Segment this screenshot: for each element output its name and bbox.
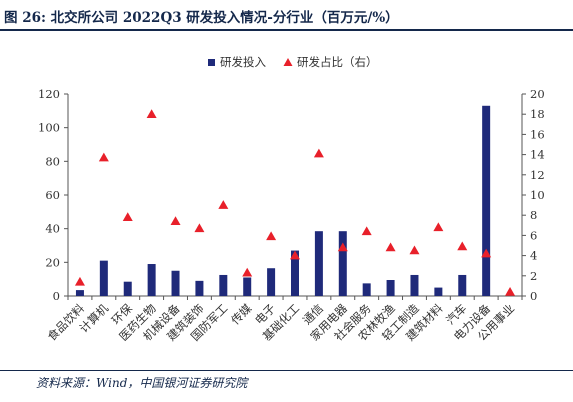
legend-marker-label: 研发占比（右） [297,55,378,69]
right-tick-label: 14 [530,148,545,162]
ratio-marker [433,222,444,232]
ratio-marker [98,152,109,162]
right-tick-label: 4 [530,249,537,263]
left-tick-label: 40 [45,222,60,236]
left-tick-label: 20 [45,255,60,269]
ratio-marker [242,267,253,277]
ratio-marker [313,148,324,158]
right-tick-label: 0 [530,289,537,303]
ratio-marker [385,242,396,252]
ratio-marker [146,109,157,118]
ratio-marker [266,231,277,241]
ratio-marker [505,286,516,296]
bar [123,281,132,296]
rd-chart: 研发投入 研发占比（右） 0 20 40 60 80 100 120 0 2 4 6 8 10 12 14 1… [38,55,545,344]
right-tick-label: 12 [530,168,545,182]
right-tick-label: 2 [530,269,537,283]
bar [267,268,276,296]
ratio-marker [218,200,229,209]
legend-bar-swatch [208,59,215,66]
bar [291,250,299,296]
bar [362,283,371,296]
bar [482,105,491,297]
bar [195,280,204,296]
right-tick-label: 20 [530,87,545,101]
ratio-marker [170,216,181,226]
chart-title: 图 26: 北交所公司 2022Q3 研发投入情况-分行业（百万元/%） [4,10,399,26]
bar [243,277,252,296]
ratio-marker [337,242,348,252]
markers [74,109,516,296]
left-tick-label: 120 [38,87,60,101]
axes: 0 20 40 60 80 100 120 0 2 4 6 8 10 12 14 16 18 20 [38,87,545,303]
right-tick-label: 10 [530,188,545,202]
left-tick-label: 0 [53,289,60,303]
x-tick-label: 传媒 [228,301,255,328]
footer-divider [0,370,573,371]
bar [410,274,419,296]
ratio-marker [457,241,468,251]
left-tick-label: 60 [45,188,60,202]
bar [386,280,395,296]
ratio-marker [290,250,300,260]
bar [434,287,443,296]
bars [75,105,491,297]
ratio-marker [409,245,420,255]
legend-marker-swatch [283,58,293,66]
bar [171,270,180,296]
ratio-marker [74,276,85,286]
bar [99,260,108,296]
bar [458,274,467,296]
ratio-marker [194,223,205,233]
bar [147,264,156,296]
title-divider [0,29,573,31]
x-tick-labels: 食品饮料计算机环保医药生物机械设备建筑装饰国防军工传媒电子基础化工通信家用电器社… [45,301,518,344]
legend-bar-label: 研发投入 [220,55,266,69]
right-tick-label: 16 [530,127,545,141]
right-tick-label: 18 [530,107,545,121]
bar [314,231,323,296]
bar [338,231,347,296]
bar [75,290,84,296]
source-note: 资料来源：Wind，中国银河证券研究院 [36,376,248,390]
right-tick-label: 8 [530,208,537,222]
ratio-marker [361,226,372,236]
ratio-marker [122,212,133,221]
left-tick-label: 100 [38,121,60,135]
ratio-marker [481,248,492,258]
bar [219,274,228,296]
right-tick-label: 6 [530,228,537,242]
left-tick-label: 80 [45,154,60,168]
legend: 研发投入 研发占比（右） [208,55,378,69]
